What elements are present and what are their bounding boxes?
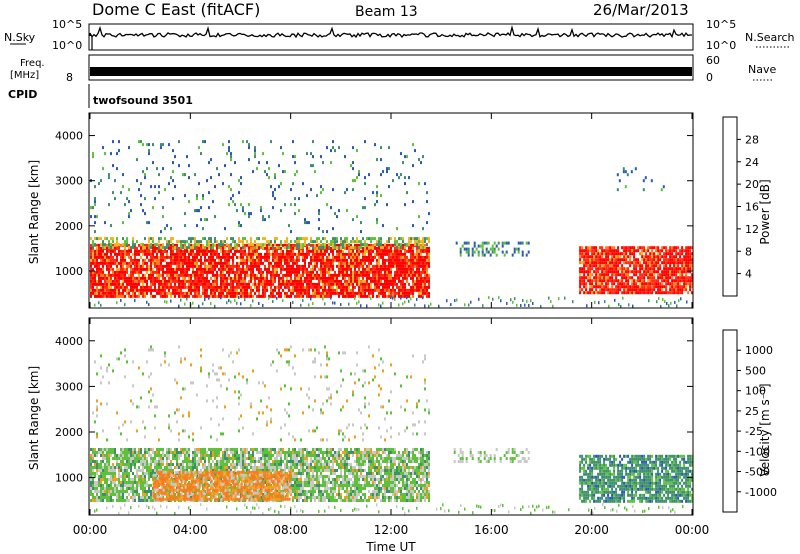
- power-region: [90, 140, 430, 234]
- power-colorbar-title: Power [dB]: [758, 179, 772, 244]
- power-y-tick-label: 3000: [55, 175, 83, 188]
- velocity-colorbar: Velocity [m s⁻¹] 1000 500 100 25 -25 -100 -500…: [722, 329, 777, 513]
- power-region: [90, 237, 430, 250]
- velocity-y-tick-label: 3000: [55, 380, 83, 393]
- power-y-tick-label: 4000: [55, 130, 83, 143]
- power-colorbar-tick-label: 20: [745, 178, 759, 191]
- freq-label-line1: Freq.: [20, 58, 45, 69]
- power-region: [455, 241, 530, 257]
- velocity-region: [92, 345, 430, 442]
- power-region: [90, 243, 430, 298]
- velocity-y-tick-label: 1000: [55, 472, 83, 485]
- freq-panel-frame: [88, 54, 694, 81]
- power-data: [90, 140, 694, 308]
- velocity-colorbar-tick-label: 100: [745, 385, 766, 398]
- velocity-x-tick-label: 12:00: [374, 523, 409, 537]
- power-y-axis-label: Slant Range [km]: [27, 160, 41, 264]
- velocity-x-tick-label: 16:00: [474, 523, 509, 537]
- freq-left-tick: 8: [66, 71, 73, 84]
- noise-left-tick-top: 10^5: [52, 18, 82, 31]
- power-ground-scatter: [94, 296, 688, 308]
- velocity-x-tick-label: 00:00: [73, 523, 108, 537]
- freq-label-line2: [MHz]: [10, 70, 39, 81]
- noise-panel-frame: [88, 23, 694, 51]
- nave-tick-bottom: 0: [706, 71, 713, 84]
- power-colorbar-tick-label: 12: [745, 223, 759, 236]
- velocity-y-tick-label: 2000: [55, 426, 83, 439]
- velocity-x-axis: 00:00 04:00 08:00 12:00 16:00 20:00 00:00: [73, 318, 710, 537]
- power-region: [616, 167, 665, 192]
- velocity-y-axis-label: Slant Range [km]: [27, 366, 41, 470]
- noise-panel: N.Sky 10^5 10^0 10^5 10^0 N.Search: [4, 18, 795, 52]
- velocity-colorbar-tick-label: -500: [745, 466, 770, 479]
- station-title: Dome C East (fitACF): [92, 0, 260, 19]
- x-axis-label: Time UT: [365, 540, 416, 554]
- noise-left-tick-bottom: 10^0: [52, 39, 82, 52]
- freq-panel: Freq. [MHz] 8 60 0 Nave: [10, 54, 776, 84]
- velocity-colorbar-tick-label: 1000: [745, 344, 773, 357]
- velocity-colorbar-tick-label: -25: [745, 425, 763, 438]
- power-colorbar-tick-label: 24: [745, 156, 759, 169]
- power-region: [579, 246, 694, 295]
- freq-band: [90, 67, 692, 76]
- velocity-colorbar-tick-label: -1000: [745, 486, 777, 499]
- velocity-y-axis: 1000 2000 3000 4000: [55, 335, 693, 485]
- noise-right-tick-bottom: 10^0: [706, 39, 736, 52]
- power-colorbar: Power [dB] 4 8 12 16 20 24 28: [722, 116, 772, 297]
- noise-right-tick-top: 10^5: [706, 18, 736, 31]
- cpid-label: CPID: [8, 88, 37, 101]
- velocity-region: [579, 454, 694, 503]
- cpid-value: twofsound 3501: [93, 94, 193, 107]
- noise-search-label: N.Search: [745, 31, 795, 44]
- nave-tick-top: 60: [706, 54, 720, 67]
- velocity-y-tick-label: 4000: [55, 335, 83, 348]
- velocity-colorbar-title: Velocity [m s⁻¹]: [758, 383, 772, 476]
- velocity-region: [152, 470, 291, 501]
- beam-label: Beam 13: [355, 4, 418, 20]
- velocity-colorbar-tick-label: -100: [745, 445, 770, 458]
- noise-sky-trace: [89, 24, 692, 50]
- velocity-x-tick-label: 20:00: [574, 523, 609, 537]
- velocity-colorbar-tick-label: 500: [745, 364, 766, 377]
- noise-sky-label: N.Sky: [4, 31, 36, 44]
- velocity-colorbar-tick-label: 25: [745, 405, 759, 418]
- power-y-axis: 1000 2000 3000 4000: [55, 130, 693, 278]
- power-colorbar-tick-label: 28: [745, 133, 759, 146]
- power-colorbar-tick-label: 4: [745, 268, 752, 281]
- velocity-region: [453, 448, 530, 463]
- velocity-panel: 1000 2000 3000 4000 00:00 04:00 08:00 12:00 16:…: [27, 317, 710, 554]
- velocity-data: [90, 345, 694, 515]
- power-panel: 1000 2000 3000 4000 Slant Range [km]: [27, 112, 694, 309]
- power-x-axis-ticks: [89, 113, 693, 308]
- velocity-x-tick-label: 00:00: [675, 523, 710, 537]
- date-label: 26/Mar/2013: [593, 1, 689, 19]
- nave-label: Nave: [748, 63, 776, 76]
- power-colorbar-tick-label: 8: [745, 245, 752, 258]
- power-y-tick-label: 2000: [55, 220, 83, 233]
- power-y-tick-label: 1000: [55, 265, 83, 278]
- velocity-x-tick-label: 08:00: [273, 523, 308, 537]
- velocity-ground-scatter: [94, 503, 684, 515]
- velocity-x-tick-label: 04:00: [173, 523, 208, 537]
- power-colorbar-tick-label: 16: [745, 201, 759, 214]
